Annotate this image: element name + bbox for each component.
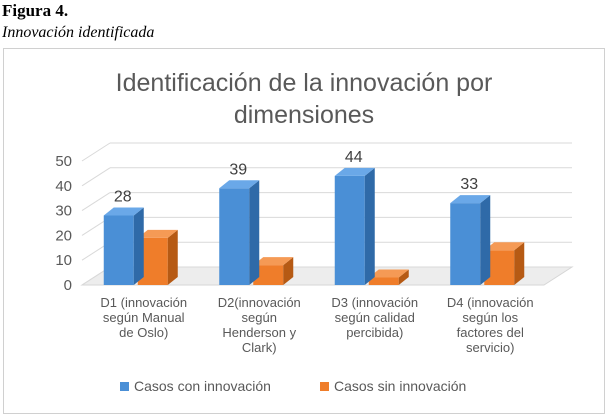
bar-sin-innovacion bbox=[253, 257, 294, 285]
bar-top bbox=[334, 167, 375, 176]
bar-top bbox=[103, 207, 144, 216]
x-category-label: según Manual bbox=[103, 310, 185, 325]
bar-side bbox=[249, 180, 260, 285]
bar-top bbox=[484, 242, 525, 251]
y-tick-label: 50 bbox=[55, 153, 72, 170]
data-label: 33 bbox=[460, 176, 478, 193]
bar-front bbox=[219, 188, 250, 285]
x-category-label: percibida) bbox=[346, 325, 403, 340]
figure-caption: Innovación identificada bbox=[2, 24, 155, 41]
x-category-label: D3 (innovación bbox=[331, 295, 418, 310]
chart-frame: Identificación de la innovación por dimen… bbox=[3, 48, 605, 414]
x-category-label: Henderson y bbox=[222, 325, 296, 340]
chart-title-line: Identificación de la innovación por bbox=[116, 69, 493, 97]
data-label: 28 bbox=[114, 189, 132, 206]
bar-side bbox=[283, 257, 294, 285]
bar-chart: Identificación de la innovación por dimen… bbox=[55, 69, 574, 394]
bar-top bbox=[368, 269, 409, 278]
bar-con-innovacion bbox=[103, 207, 144, 285]
bar-top bbox=[450, 195, 491, 204]
y-tick-label: 10 bbox=[55, 252, 72, 269]
bar-front bbox=[450, 203, 481, 285]
y-tick-label: 40 bbox=[55, 178, 72, 195]
x-category-label: servicio) bbox=[466, 340, 514, 355]
bar-con-innovacion bbox=[450, 195, 491, 285]
x-category-label: de Oslo) bbox=[119, 325, 168, 340]
bar-sin-innovacion bbox=[368, 269, 409, 285]
data-label: 39 bbox=[229, 161, 247, 178]
x-category-label: según bbox=[242, 310, 277, 325]
x-category-label: factores del bbox=[457, 325, 524, 340]
gridline-depth bbox=[81, 167, 111, 187]
bar-side bbox=[480, 195, 491, 285]
legend-swatch bbox=[320, 382, 329, 391]
x-category-label: Clark) bbox=[242, 340, 277, 355]
bar-front bbox=[103, 215, 134, 285]
bar-front bbox=[137, 237, 168, 285]
figure-label: Figura 4. bbox=[2, 1, 69, 20]
bar-front bbox=[334, 175, 365, 285]
gridline-depth bbox=[81, 142, 111, 162]
x-category-label: D4 (innovación bbox=[447, 295, 534, 310]
bar-front bbox=[484, 250, 515, 285]
legend-label: Casos con innovación bbox=[134, 378, 271, 394]
gridline-depth bbox=[81, 192, 111, 212]
bar-side bbox=[133, 207, 144, 285]
bar-side bbox=[364, 167, 375, 285]
bar-sin-innovacion bbox=[137, 229, 178, 285]
bar-con-innovacion bbox=[334, 167, 375, 285]
bar-side bbox=[514, 242, 525, 285]
data-label: 44 bbox=[345, 149, 363, 166]
y-tick-label: 20 bbox=[55, 227, 72, 244]
y-tick-label: 0 bbox=[64, 277, 72, 294]
legend-label: Casos sin innovación bbox=[334, 378, 466, 394]
bar-side bbox=[398, 269, 409, 285]
x-category-label: D2(innovación bbox=[218, 295, 301, 310]
y-tick-label: 30 bbox=[55, 203, 72, 220]
chart-title-line: dimensiones bbox=[234, 101, 374, 129]
legend-swatch bbox=[120, 382, 129, 391]
bar-top bbox=[219, 180, 260, 189]
bar-front bbox=[368, 277, 399, 285]
bar-top bbox=[253, 257, 294, 266]
bar-side bbox=[167, 229, 178, 285]
x-category-label: D1 (innovación bbox=[100, 295, 187, 310]
x-category-label: según calidad bbox=[335, 310, 415, 325]
bar-front bbox=[253, 265, 284, 285]
bar-sin-innovacion bbox=[484, 242, 525, 285]
bar-top bbox=[137, 229, 178, 238]
bar-con-innovacion bbox=[219, 180, 260, 285]
x-category-label: según los bbox=[462, 310, 518, 325]
